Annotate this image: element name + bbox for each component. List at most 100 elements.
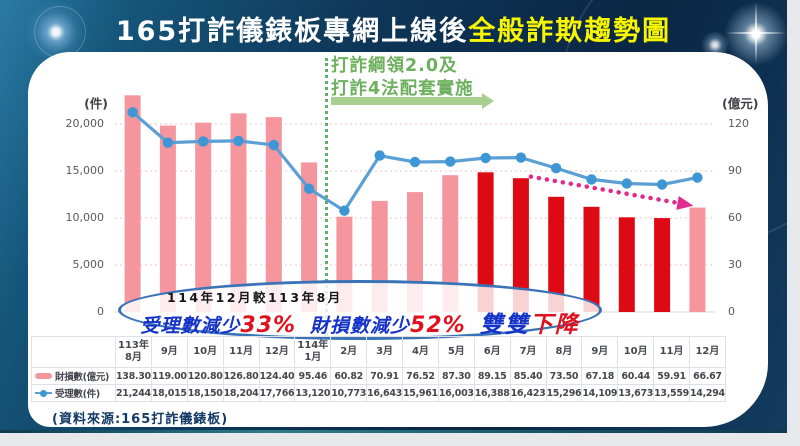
loss-bar <box>512 178 529 312</box>
value-cell: 59.91 <box>653 367 690 385</box>
month-header: 113年 8月 <box>115 336 152 368</box>
star-spike-horizontal <box>726 32 786 34</box>
summary-callout-period: 114年12月較113年8月 <box>167 290 343 305</box>
value-cell: 87.30 <box>437 367 475 385</box>
value-cell: 13,559 <box>653 384 690 402</box>
cases-marker <box>233 135 244 147</box>
cases-marker <box>162 137 174 148</box>
right-axis-tick: 90 <box>728 164 742 177</box>
value-cell: 89.15 <box>473 367 511 385</box>
loss-bar <box>195 122 212 312</box>
stat-cases-label: 受理數減少 <box>140 315 241 337</box>
value-cell: 13,120 <box>294 384 332 402</box>
cases-marker <box>409 156 421 168</box>
event-annotation-line1: 打詐綱領2.0及 <box>331 56 458 76</box>
left-axis-tick: 20,000 <box>65 117 105 130</box>
loss-bar <box>477 172 494 312</box>
event-annotation: 打詐綱領2.0及 打詐4法配套實施 <box>331 55 474 101</box>
loss-bar <box>301 162 318 312</box>
month-header: 114年 1月 <box>294 336 332 368</box>
data-table: 113年 8月 9月 10月 11月 12月 114年 1月 2月 3月 4月 5月 6月 7月 8月 9… <box>31 336 726 402</box>
cases-marker <box>303 183 315 194</box>
loss-legend-swatch-icon <box>35 373 52 379</box>
cases-marker <box>515 152 527 163</box>
month-header: 8月 <box>545 336 583 368</box>
month-header: 6月 <box>473 336 511 368</box>
loss-bar <box>654 218 671 312</box>
left-axis-caption: (件) <box>84 96 108 111</box>
value-cell: 10,773 <box>330 384 368 402</box>
month-header: 9月 <box>150 336 188 368</box>
value-cell: 119.00 <box>150 367 188 385</box>
cases-marker <box>127 107 138 118</box>
month-header: 7月 <box>509 336 547 368</box>
banner-bottom-accent <box>0 430 787 433</box>
right-axis-caption: (億元) <box>722 96 759 111</box>
value-cell: 126.80 <box>222 367 260 385</box>
cases-marker <box>551 163 562 174</box>
summary-callout: 114年12月較113年8月 受理數減少33% 財損數減少52% 雙雙下降 <box>118 280 602 340</box>
event-arrow-icon <box>331 93 494 109</box>
value-cell: 14,109 <box>581 384 619 402</box>
loss-bar <box>689 207 706 312</box>
value-cell: 138.30 <box>115 367 152 385</box>
value-cell: 21,244 <box>115 384 152 402</box>
cases-marker <box>621 178 632 189</box>
value-cell: 18,015 <box>150 384 188 402</box>
cases-marker <box>656 179 668 190</box>
loss-bar <box>548 196 565 312</box>
month-header: 5月 <box>437 336 475 368</box>
stat-cases-pct: 33% <box>240 313 296 338</box>
month-header: 11月 <box>222 336 260 368</box>
month-header: 12月 <box>689 336 726 368</box>
series-legend: 受理數(件) <box>31 384 116 402</box>
stat-loss-label: 財損數減少 <box>310 315 411 337</box>
value-cell: 85.40 <box>509 367 547 385</box>
left-axis-tick: 0 <box>97 305 104 318</box>
loss-bar <box>159 125 176 312</box>
page-title-white: 165打詐儀錶板專網上線後 <box>115 16 469 47</box>
cases-marker <box>586 174 597 185</box>
left-axis-tick: 10,000 <box>65 211 105 224</box>
cases-marker <box>198 136 209 147</box>
value-cell: 14,294 <box>689 384 726 402</box>
value-cell: 95.46 <box>294 367 332 385</box>
right-axis-tick: 120 <box>728 117 749 130</box>
month-header: 10月 <box>186 336 224 368</box>
loss-bar <box>618 217 635 312</box>
left-axis-tick: 5,000 <box>72 258 105 271</box>
chart-panel: (件) (億元) 0 0 5,000 30 10,000 60 15,000 90 20,000… <box>28 52 768 427</box>
right-axis-tick: 30 <box>728 258 742 271</box>
month-header: 9月 <box>581 336 619 368</box>
value-cell: 16,423 <box>509 384 547 402</box>
value-cell: 17,766 <box>258 384 296 402</box>
cases-marker <box>268 139 279 151</box>
cases-marker <box>374 150 385 161</box>
value-cell: 70.91 <box>366 367 403 385</box>
loss-bar <box>124 95 141 312</box>
value-cell: 15,296 <box>545 384 583 402</box>
value-cell: 66.67 <box>689 367 726 385</box>
trend-arrow-head <box>676 196 694 210</box>
month-header: 4月 <box>402 336 439 368</box>
trend-arrow-line <box>528 174 684 206</box>
month-header: 12月 <box>258 336 296 368</box>
loss-bar <box>230 113 247 312</box>
month-header: 10月 <box>617 336 655 368</box>
table-corner-cell <box>31 336 116 368</box>
page-title: 165打詐儀錶板專網上線後全般詐欺趨勢圖 <box>0 9 787 48</box>
loss-bar <box>442 175 459 312</box>
event-annotation-line2: 打詐4法配套實施 <box>331 79 474 100</box>
value-cell: 124.40 <box>258 367 296 385</box>
cases-marker <box>339 205 350 216</box>
cases-legend-swatch-icon <box>35 389 52 397</box>
loss-bar <box>265 117 282 312</box>
table-row: 財損數(億元) 138.30 119.00 120.80 126.80 124.40 95.… <box>31 367 726 385</box>
page-title-yellow: 全般詐欺趨勢圖 <box>468 16 672 47</box>
cases-marker <box>445 156 456 167</box>
right-axis-tick: 60 <box>728 211 742 224</box>
left-axis-tick: 15,000 <box>65 164 105 177</box>
value-cell: 13,673 <box>617 384 655 402</box>
value-cell: 60.82 <box>330 367 368 385</box>
value-cell: 16,003 <box>437 384 475 402</box>
